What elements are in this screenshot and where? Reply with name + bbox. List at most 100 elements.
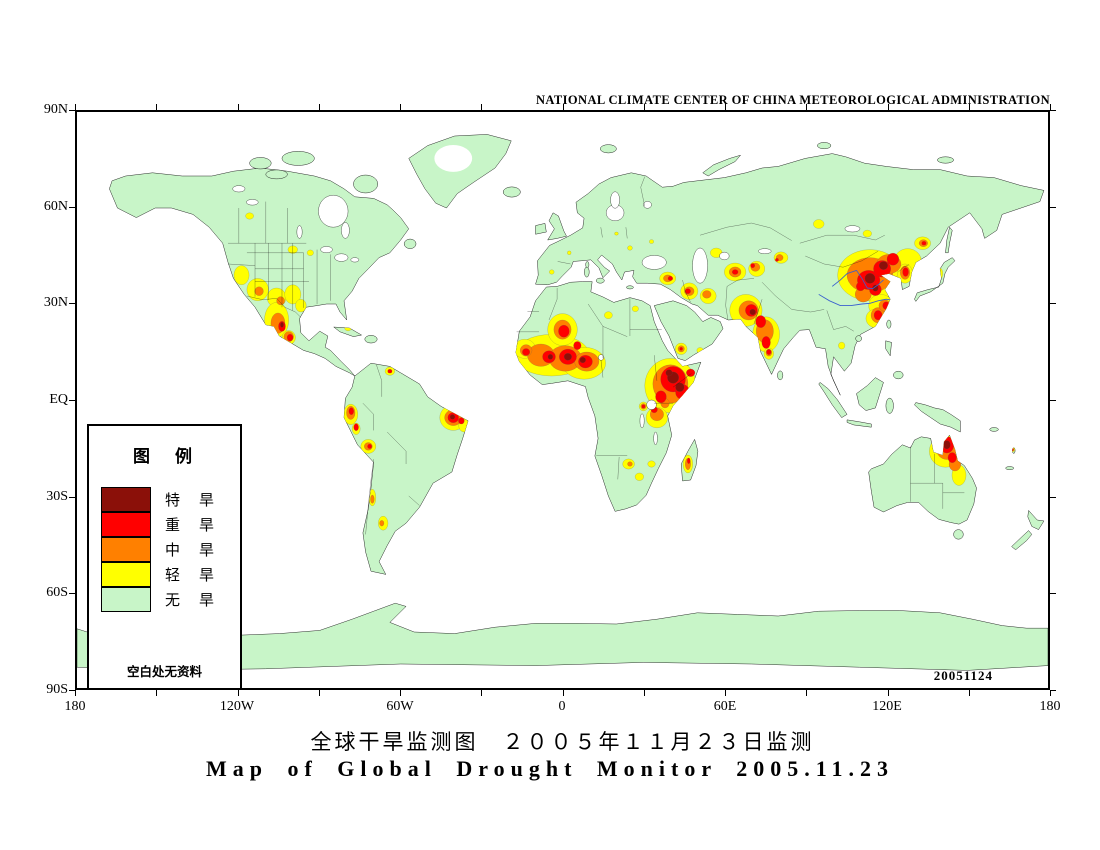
lat-label-90s: 90S: [46, 682, 68, 697]
axis-tick: [1050, 593, 1056, 594]
legend-item-light: 轻 旱: [101, 561, 240, 587]
landmass-greenland: [408, 134, 512, 209]
axis-tick: [69, 593, 75, 594]
axis-tick: [1050, 497, 1056, 498]
lake-balkhash: [758, 248, 772, 254]
lake-ladoga: [643, 201, 652, 209]
greenland-icecap: [434, 144, 473, 172]
axis-tick: [69, 207, 75, 208]
lakes: [232, 185, 861, 445]
lake-huron-michigan: [334, 253, 349, 262]
lake-superior: [320, 246, 333, 253]
drought-layer-extreme: [280, 261, 951, 450]
great-bear-lake: [232, 185, 246, 193]
legend-swatch-severe: [101, 511, 151, 537]
island-borneo: [856, 377, 884, 411]
island-corsica: [585, 261, 590, 269]
landmass-south-america: [343, 362, 469, 575]
yangtze-river: [818, 293, 891, 307]
axis-tick: [156, 690, 157, 696]
island-ireland: [535, 223, 547, 235]
axis-tick: [319, 104, 320, 110]
gulf-of-bothnia: [610, 191, 620, 209]
lake-chad: [598, 354, 604, 361]
black-sea: [641, 255, 667, 270]
legend-item-moderate: 中 旱: [101, 536, 240, 562]
lon-label-180e: 180: [1039, 699, 1061, 714]
lake-baikal: [844, 225, 861, 233]
island-mindanao: [893, 370, 904, 380]
lon-label-60e: 60E: [713, 699, 737, 714]
legend-swatch-extreme: [101, 487, 151, 512]
legend: 图 例 特 旱 重 旱 中 旱 轻 旱: [87, 424, 242, 690]
axis-tick: [238, 104, 239, 110]
hudson-bay: [318, 195, 349, 228]
world-map: [77, 134, 1048, 671]
legend-rows: 特 旱 重 旱 中 旱 轻 旱 无 旱: [101, 487, 240, 612]
axis-tick: [1050, 690, 1051, 696]
island-hainan: [855, 335, 862, 342]
legend-title: 图 例: [133, 447, 196, 466]
axis-tick: [888, 104, 889, 110]
island-sri-lanka: [777, 370, 784, 381]
island-novaya-zemlya: [702, 154, 741, 177]
island-sumatra: [818, 382, 848, 418]
legend-item-none: 无 旱: [101, 586, 240, 612]
lat-label-eq: EQ: [49, 392, 68, 407]
island-svalbard: [600, 144, 617, 154]
axis-tick: [1050, 207, 1056, 208]
axis-tick: [319, 690, 320, 696]
country-borders: [228, 176, 965, 535]
legend-item-extreme: 特 旱: [101, 487, 240, 512]
legend-label-none: 无 旱: [165, 593, 217, 609]
map-date-stamp: 20051124: [933, 668, 993, 683]
island-uk: [547, 212, 567, 241]
island-new-guinea: [914, 402, 961, 433]
lake-winnipeg: [296, 225, 303, 239]
axis-tick: [644, 104, 645, 110]
legend-swatch-light: [101, 561, 151, 587]
axis-tick: [481, 104, 482, 110]
lake-ontario-erie: [350, 257, 360, 263]
island-newfoundland: [403, 238, 417, 249]
axis-tick: [69, 497, 75, 498]
map-frame: 20051124 图 例 特 旱 重 旱 中 旱 轻 旱: [75, 110, 1050, 690]
great-slave-lake: [246, 199, 259, 206]
island-new-caledonia: [1005, 466, 1014, 470]
axis-tick: [69, 400, 75, 401]
island-sulawesi: [885, 397, 894, 414]
axis-tick: [969, 104, 970, 110]
drought-shading: [233, 212, 1015, 531]
island-baffin: [353, 174, 378, 194]
axis-tick: [969, 690, 970, 696]
axis-tick: [1050, 303, 1056, 304]
axis-tick: [806, 690, 807, 696]
island-iceland: [502, 186, 521, 198]
island-sicily: [596, 277, 605, 284]
aral-sea: [719, 251, 730, 261]
lon-label-120e: 120E: [872, 699, 902, 714]
lon-label-0: 0: [558, 699, 566, 714]
axis-tick: [563, 690, 564, 696]
lon-label-180w: 180: [64, 699, 86, 714]
island-sakhalin: [945, 226, 953, 254]
agency-title-en: NATIONAL CLIMATE CENTER OF CHINA METEORO…: [536, 93, 1050, 107]
island-cuba: [333, 326, 362, 337]
lon-label-60w: 60W: [386, 699, 414, 714]
axis-tick: [644, 690, 645, 696]
axis-tick: [69, 690, 75, 691]
axis-tick: [69, 303, 75, 304]
axis-tick: [481, 690, 482, 696]
legend-note: 空白处无资料: [126, 665, 202, 679]
island-taiwan: [886, 319, 892, 329]
island-new-siberian: [937, 156, 954, 164]
axis-tick: [75, 690, 76, 696]
axis-tick: [725, 104, 726, 110]
axis-tick: [400, 690, 401, 696]
lon-label-120w: 120W: [219, 699, 255, 714]
james-bay: [341, 222, 350, 239]
axis-tick: [69, 110, 75, 111]
map-title-en: Map of Global Drought Monitor 2005.11.23: [205, 756, 895, 781]
island-hispaniola: [364, 335, 378, 344]
